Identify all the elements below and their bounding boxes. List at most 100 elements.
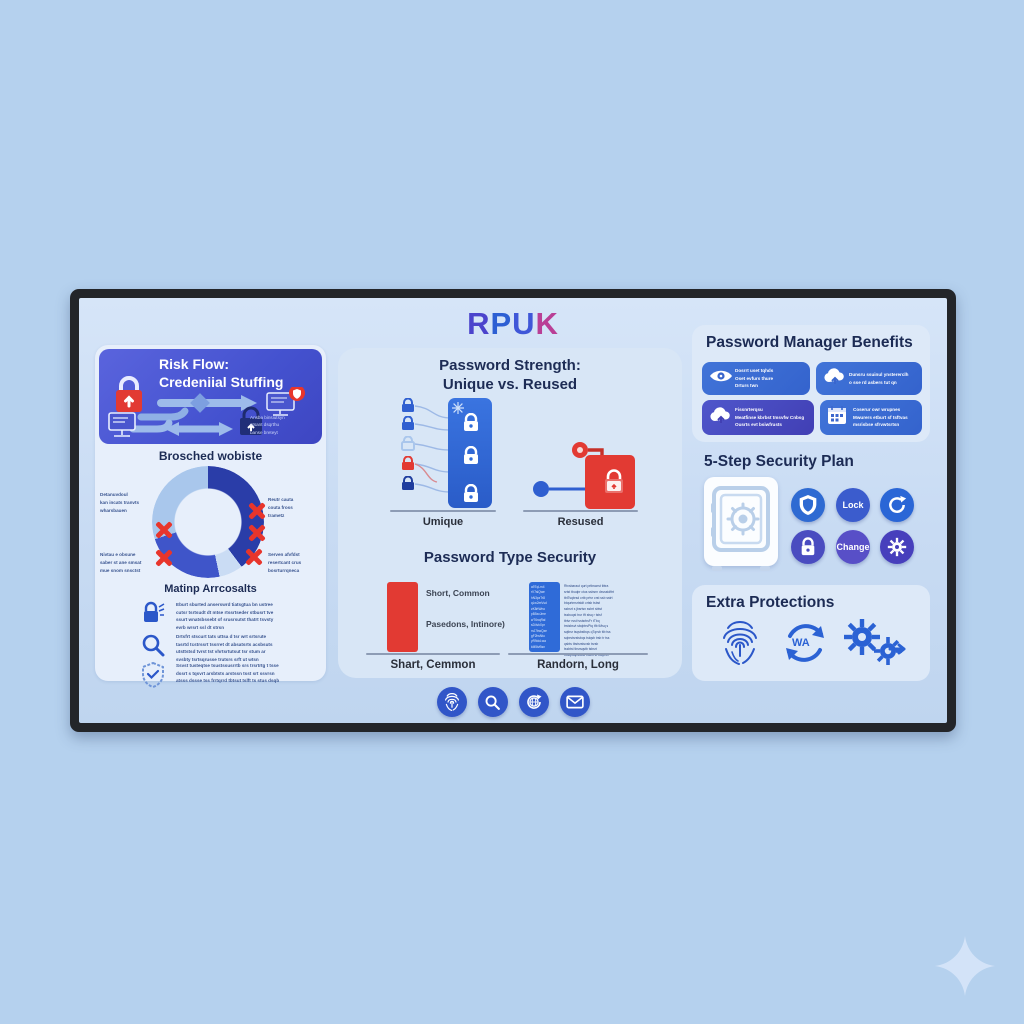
password-list: a9TqLm4 rV7slQwe hN3pzTr8 qLw2mVsd zK8rt… xyxy=(531,585,547,649)
side-label: Pasedons, Intinore) xyxy=(426,619,505,629)
safe-foot xyxy=(712,566,722,571)
risk-flow-panel: Risk Flow: Credeniial Stuffing xyxy=(95,345,326,689)
bar-label: Randorn, Long xyxy=(537,659,619,671)
search-button[interactable] xyxy=(477,687,508,717)
side-label: Short, Common xyxy=(426,588,490,598)
benefit-pill[interactable]: Dunsru ssuinul ynstererclh o sse rd asbe… xyxy=(816,362,922,395)
mail-button[interactable] xyxy=(559,687,590,717)
extra-protections-card: Extra Protections WA xyxy=(692,585,930,681)
benefit-pill[interactable]: Coserur owr wrupnes Mwurers etburt sf ts… xyxy=(820,400,922,435)
fingerprint-icon xyxy=(723,621,757,665)
bar-label: Shart, Cemmon xyxy=(390,659,476,671)
donut-label: Reutr cauta couta fross trametz xyxy=(268,497,294,518)
list-item-text: Eburt sburted anserswrd tiatsgtua bn ust… xyxy=(176,602,274,630)
lock-icon xyxy=(464,484,478,502)
monitor-frame: RPUK Risk Flow: Credeniial Stuffing xyxy=(70,289,956,732)
sparkle-decoration-icon xyxy=(933,934,997,998)
brand-logo: RPUK xyxy=(79,306,947,342)
reused-bar xyxy=(585,455,635,509)
benefit-text: Dunsru ssuinul ynstererclh o sse rd asbe… xyxy=(849,372,909,385)
bar-label: Umique xyxy=(422,516,464,528)
mail-icon xyxy=(565,695,584,709)
lock-icon xyxy=(464,446,478,464)
random-long-bar: a9TqLm4 rV7slQwe hN3pzTr8 qLw2mVsd zK8rt… xyxy=(529,582,560,652)
x-mark-icon xyxy=(248,502,266,520)
axis-line xyxy=(390,510,496,512)
short-common-bar xyxy=(387,582,418,652)
mini-lock-navy-icon xyxy=(402,476,414,490)
cloud-upload-icon xyxy=(823,367,847,390)
list-item-text: Ssvst tusteqtse tsustssusrrtb srs trsrtr… xyxy=(176,663,280,684)
screen: RPUK Risk Flow: Credeniial Stuffing xyxy=(79,298,947,723)
lock-icon xyxy=(464,413,478,431)
lock-icon xyxy=(605,469,623,493)
eye-icon xyxy=(709,368,733,389)
x-mark-icon xyxy=(155,521,173,539)
sync-globe-icon xyxy=(526,694,541,709)
donut-title: Brosched wobiste xyxy=(158,449,263,463)
credential-stuffing-flow-diagram xyxy=(108,387,305,437)
safe-foot xyxy=(760,566,770,571)
donut-label: Detanuvdoul kan incats tranvts wharsbaue… xyxy=(100,492,140,513)
benefit-text: Fissnrterqsu Meatfinse kbrbst tmsvfw Cnb… xyxy=(735,407,805,428)
logo-letter: U xyxy=(512,306,536,341)
red-lock-icon xyxy=(116,376,142,412)
breached-computer-icon xyxy=(266,392,295,416)
step-label: Change xyxy=(836,542,870,552)
lock-edit-icon xyxy=(141,601,169,630)
step-shield-button[interactable] xyxy=(791,488,825,522)
logo-letter: R xyxy=(467,306,491,341)
password-manager-benefits-card: Password Manager Benefits Dosrrt uset tq… xyxy=(692,325,930,442)
logo-letter: P xyxy=(490,306,513,341)
mini-lock-red-icon xyxy=(402,456,414,470)
list-item: Ssvst tusteqtse tsustssusrrtb srs trsrtr… xyxy=(141,661,319,693)
x-mark-icon xyxy=(245,548,263,566)
mini-lock-outline-icon xyxy=(401,436,415,451)
red-key-icon xyxy=(572,442,604,458)
step-lock-button[interactable]: Lock xyxy=(836,488,870,522)
lock-icon xyxy=(240,406,262,435)
type-security-title: Password Type Security xyxy=(423,549,597,566)
bar-side-text: Rtvsbaraut qurt prtbswrst tbtra srtst tb… xyxy=(564,584,615,658)
search-icon xyxy=(485,695,500,710)
benefit-pill[interactable]: Dosrrt uset tqhds Oset evfurs thure Drtu… xyxy=(702,362,810,395)
list-item-text: Drtsfrt stscurt tats uttsa d tsr wrt srt… xyxy=(176,634,273,662)
gear-icon xyxy=(887,537,907,557)
lock-icon xyxy=(801,537,815,556)
list-item: Eburt sburted anserswrd tiatsgtua bn ust… xyxy=(141,601,319,631)
logo-letter: K xyxy=(535,306,559,341)
key-icon xyxy=(533,481,588,497)
sync-globe-button[interactable] xyxy=(518,687,549,717)
safe-vault-icon xyxy=(711,486,770,552)
step-change-button[interactable]: Change xyxy=(836,530,870,564)
axis-line xyxy=(366,653,500,655)
list-item: Drtsfrt stscurt tats uttsa d tsr wrt srt… xyxy=(141,633,319,663)
benefit-text: Coserur owr wrupnes Mwurers etburt sf ts… xyxy=(853,407,908,428)
step-refresh-button[interactable] xyxy=(880,488,914,522)
benefits-title: Password Manager Benefits xyxy=(706,334,913,351)
wa-sync-icon: WA xyxy=(780,618,830,668)
donut-bottom-label: Matinp Arrcosalts xyxy=(164,583,257,595)
shield-check-icon xyxy=(141,661,169,693)
benefit-pill[interactable]: Fissnrterqsu Meatfinse kbrbst tmsvfw Cnb… xyxy=(702,400,814,435)
fingerprint-button[interactable] xyxy=(436,687,467,717)
plan-title: 5-Step Security Plan xyxy=(704,453,854,470)
step-label: Lock xyxy=(842,500,864,510)
step-gear-button[interactable] xyxy=(880,530,914,564)
step-padlock-button[interactable] xyxy=(791,530,825,564)
axis-line xyxy=(523,510,638,512)
gears-arrow-icon xyxy=(844,619,906,665)
shield-icon xyxy=(799,495,817,515)
flow-note: Ansba binsiutsyn otsant dsqrthu banse br… xyxy=(250,414,285,435)
donut-label: Serven afvfdst resertcant crus bosrturrq… xyxy=(268,552,302,573)
calendar-icon xyxy=(827,405,851,430)
cloud-upload-icon xyxy=(709,406,733,429)
bar-label: Resused xyxy=(557,516,604,528)
snowflake-icon xyxy=(452,402,464,414)
axis-line xyxy=(508,653,648,655)
computer-icon xyxy=(108,412,136,437)
unique-bar xyxy=(448,398,492,508)
wa-label: WA xyxy=(792,637,810,649)
risk-flow-header-card: Risk Flow: Credeniial Stuffing xyxy=(99,349,322,444)
